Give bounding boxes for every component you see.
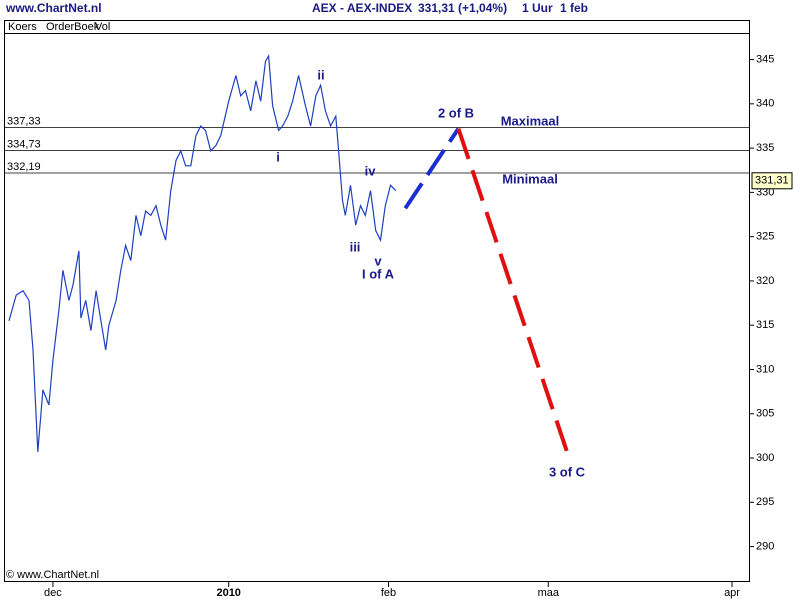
wave-annotation: Maximaal — [501, 113, 560, 128]
x-tick-label: dec — [44, 587, 62, 599]
wave-annotation: Minimaal — [502, 171, 558, 186]
y-tick-label: 330 — [756, 186, 774, 198]
x-tick-label: apr — [724, 587, 740, 599]
y-tick-label: 295 — [756, 496, 774, 508]
wave-annotation: i — [276, 149, 280, 164]
level-label: 334,73 — [7, 138, 41, 150]
tab[interactable]: Vol — [95, 21, 110, 33]
y-tick-label: 345 — [756, 53, 774, 65]
price-line — [8, 54, 397, 452]
tab[interactable]: OrderBoek — [46, 21, 100, 33]
wave-annotation: I of A — [362, 266, 395, 281]
x-tick-label: maa — [538, 587, 560, 599]
wave-annotation: 2 of B — [438, 105, 474, 120]
y-tick-label: 315 — [756, 319, 774, 331]
plot-frame — [4, 20, 750, 582]
level-label: 332,19 — [7, 161, 41, 173]
last-price-label: 331,31 — [755, 175, 789, 187]
tab[interactable]: Koers — [8, 21, 37, 33]
site-name: www.ChartNet.nl — [5, 1, 102, 15]
chart-title: AEX - AEX-INDEX — [312, 1, 412, 15]
y-tick-label: 300 — [756, 452, 774, 464]
quote: 331,31 (+1,04%) — [418, 1, 507, 15]
interval: 1 Uur — [522, 1, 553, 15]
last-price-box — [751, 172, 793, 190]
y-tick-label: 310 — [756, 363, 774, 375]
wave-annotation: 3 of C — [549, 464, 586, 479]
y-tick-label: 305 — [756, 408, 774, 420]
projection-line — [403, 127, 461, 210]
y-tick-label: 335 — [756, 142, 774, 154]
wave-annotation: ii — [317, 67, 324, 82]
wave-annotation: iv — [365, 163, 377, 178]
x-tick-label: 2010 — [216, 587, 240, 599]
y-tick-label: 290 — [756, 540, 774, 552]
projection-line — [456, 127, 571, 457]
x-tick-label: feb — [381, 587, 396, 599]
level-label: 337,33 — [7, 115, 41, 127]
date: 1 feb — [560, 1, 588, 15]
copyright: © www.ChartNet.nl — [6, 569, 99, 581]
wave-annotation: v — [374, 253, 382, 268]
y-tick-label: 325 — [756, 231, 774, 243]
wave-annotation: iii — [350, 239, 361, 254]
y-tick-label: 320 — [756, 275, 774, 287]
y-tick-label: 340 — [756, 98, 774, 110]
